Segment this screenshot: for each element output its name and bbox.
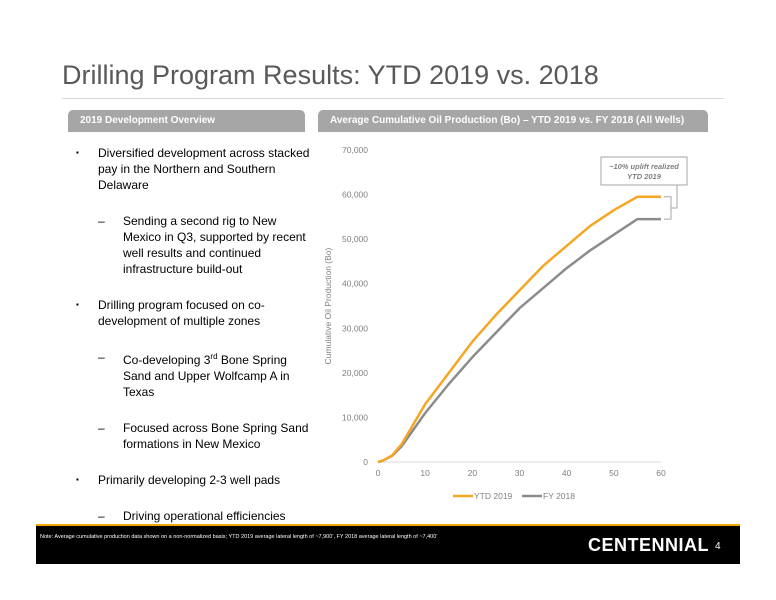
bullet-list: ▪ Diversified development across stacked…	[76, 145, 316, 576]
y-tick-label: 0	[363, 457, 368, 467]
legend-label: YTD 2019	[474, 491, 513, 501]
y-tick-label: 30,000	[342, 323, 368, 333]
footer-bar	[36, 526, 740, 564]
y-tick-label: 10,000	[342, 412, 368, 422]
footnote: Note: Average cumulative production data…	[40, 534, 438, 540]
y-tick-label: 70,000	[342, 145, 368, 155]
sub-bullet-text: Focused across Bone Spring Sand formatio…	[123, 421, 309, 451]
dash-marker: –	[98, 421, 105, 435]
sub-bullet-item: – Co-developing 3rd Bone Spring Sand and…	[76, 349, 316, 400]
x-tick-label: 60	[656, 468, 666, 478]
bullet-text: Drilling program focused on co-developme…	[98, 298, 265, 328]
bullet-item: ▪ Diversified development across stacked…	[76, 145, 316, 193]
bullet-item: ▪ Drilling program focused on co-develop…	[76, 297, 316, 329]
sub-bullet-text: Sending a second rig to New Mexico in Q3…	[123, 214, 306, 276]
title-divider	[62, 98, 724, 99]
bullet-item: ▪ Primarily developing 2-3 well pads	[76, 472, 316, 488]
bullet-marker: ▪	[76, 300, 79, 309]
right-panel-header: Average Cumulative Oil Production (Bo) –…	[318, 110, 708, 132]
x-tick-label: 20	[468, 468, 478, 478]
dash-marker: –	[98, 350, 105, 364]
x-tick-label: 10	[420, 468, 430, 478]
page-title: Drilling Program Results: YTD 2019 vs. 2…	[62, 60, 599, 90]
legend-label: FY 2018	[543, 491, 575, 501]
bullet-text: Primarily developing 2-3 well pads	[98, 473, 281, 487]
y-tick-label: 40,000	[342, 279, 368, 289]
sub-bullet-text: Co-developing 3rd Bone Spring Sand and U…	[123, 352, 290, 399]
left-panel-header: 2019 Development Overview	[68, 110, 305, 132]
x-tick-label: 40	[562, 468, 572, 478]
bullet-marker: ▪	[76, 148, 79, 157]
production-line-chart: 0 10,000 20,000 30,000 40,000 50,000 60,000 70,…	[323, 145, 688, 501]
x-tick-label: 50	[609, 468, 619, 478]
series-line-ytd-2019	[377, 195, 661, 464]
series-line-fy-2018	[377, 217, 661, 464]
x-tick-label: 0	[376, 468, 381, 478]
footer-accent-line	[36, 524, 740, 526]
sub-bullet-item: – Sending a second rig to New Mexico in …	[76, 213, 316, 277]
y-tick-label: 20,000	[342, 368, 368, 378]
y-tick-label: 50,000	[342, 234, 368, 244]
company-logo: CENTENNIAL	[588, 535, 709, 555]
page-number: 4	[715, 541, 721, 552]
bullet-marker: ▪	[76, 475, 79, 484]
bullet-text: Diversified development across stacked p…	[98, 146, 310, 192]
y-tick-label: 60,000	[342, 190, 368, 200]
annotation-text: ~10% uplift realized	[609, 162, 679, 171]
sub-bullet-item: – Focused across Bone Spring Sand format…	[76, 420, 316, 452]
dash-marker: –	[98, 214, 105, 228]
annotation-text: YTD 2019	[627, 172, 662, 181]
uplift-bracket	[664, 176, 678, 220]
x-tick-label: 30	[515, 468, 525, 478]
dash-marker: –	[98, 509, 105, 523]
annotation-box	[600, 156, 688, 186]
y-axis-label: Cumulative Oil Production (Bo)	[323, 247, 333, 364]
